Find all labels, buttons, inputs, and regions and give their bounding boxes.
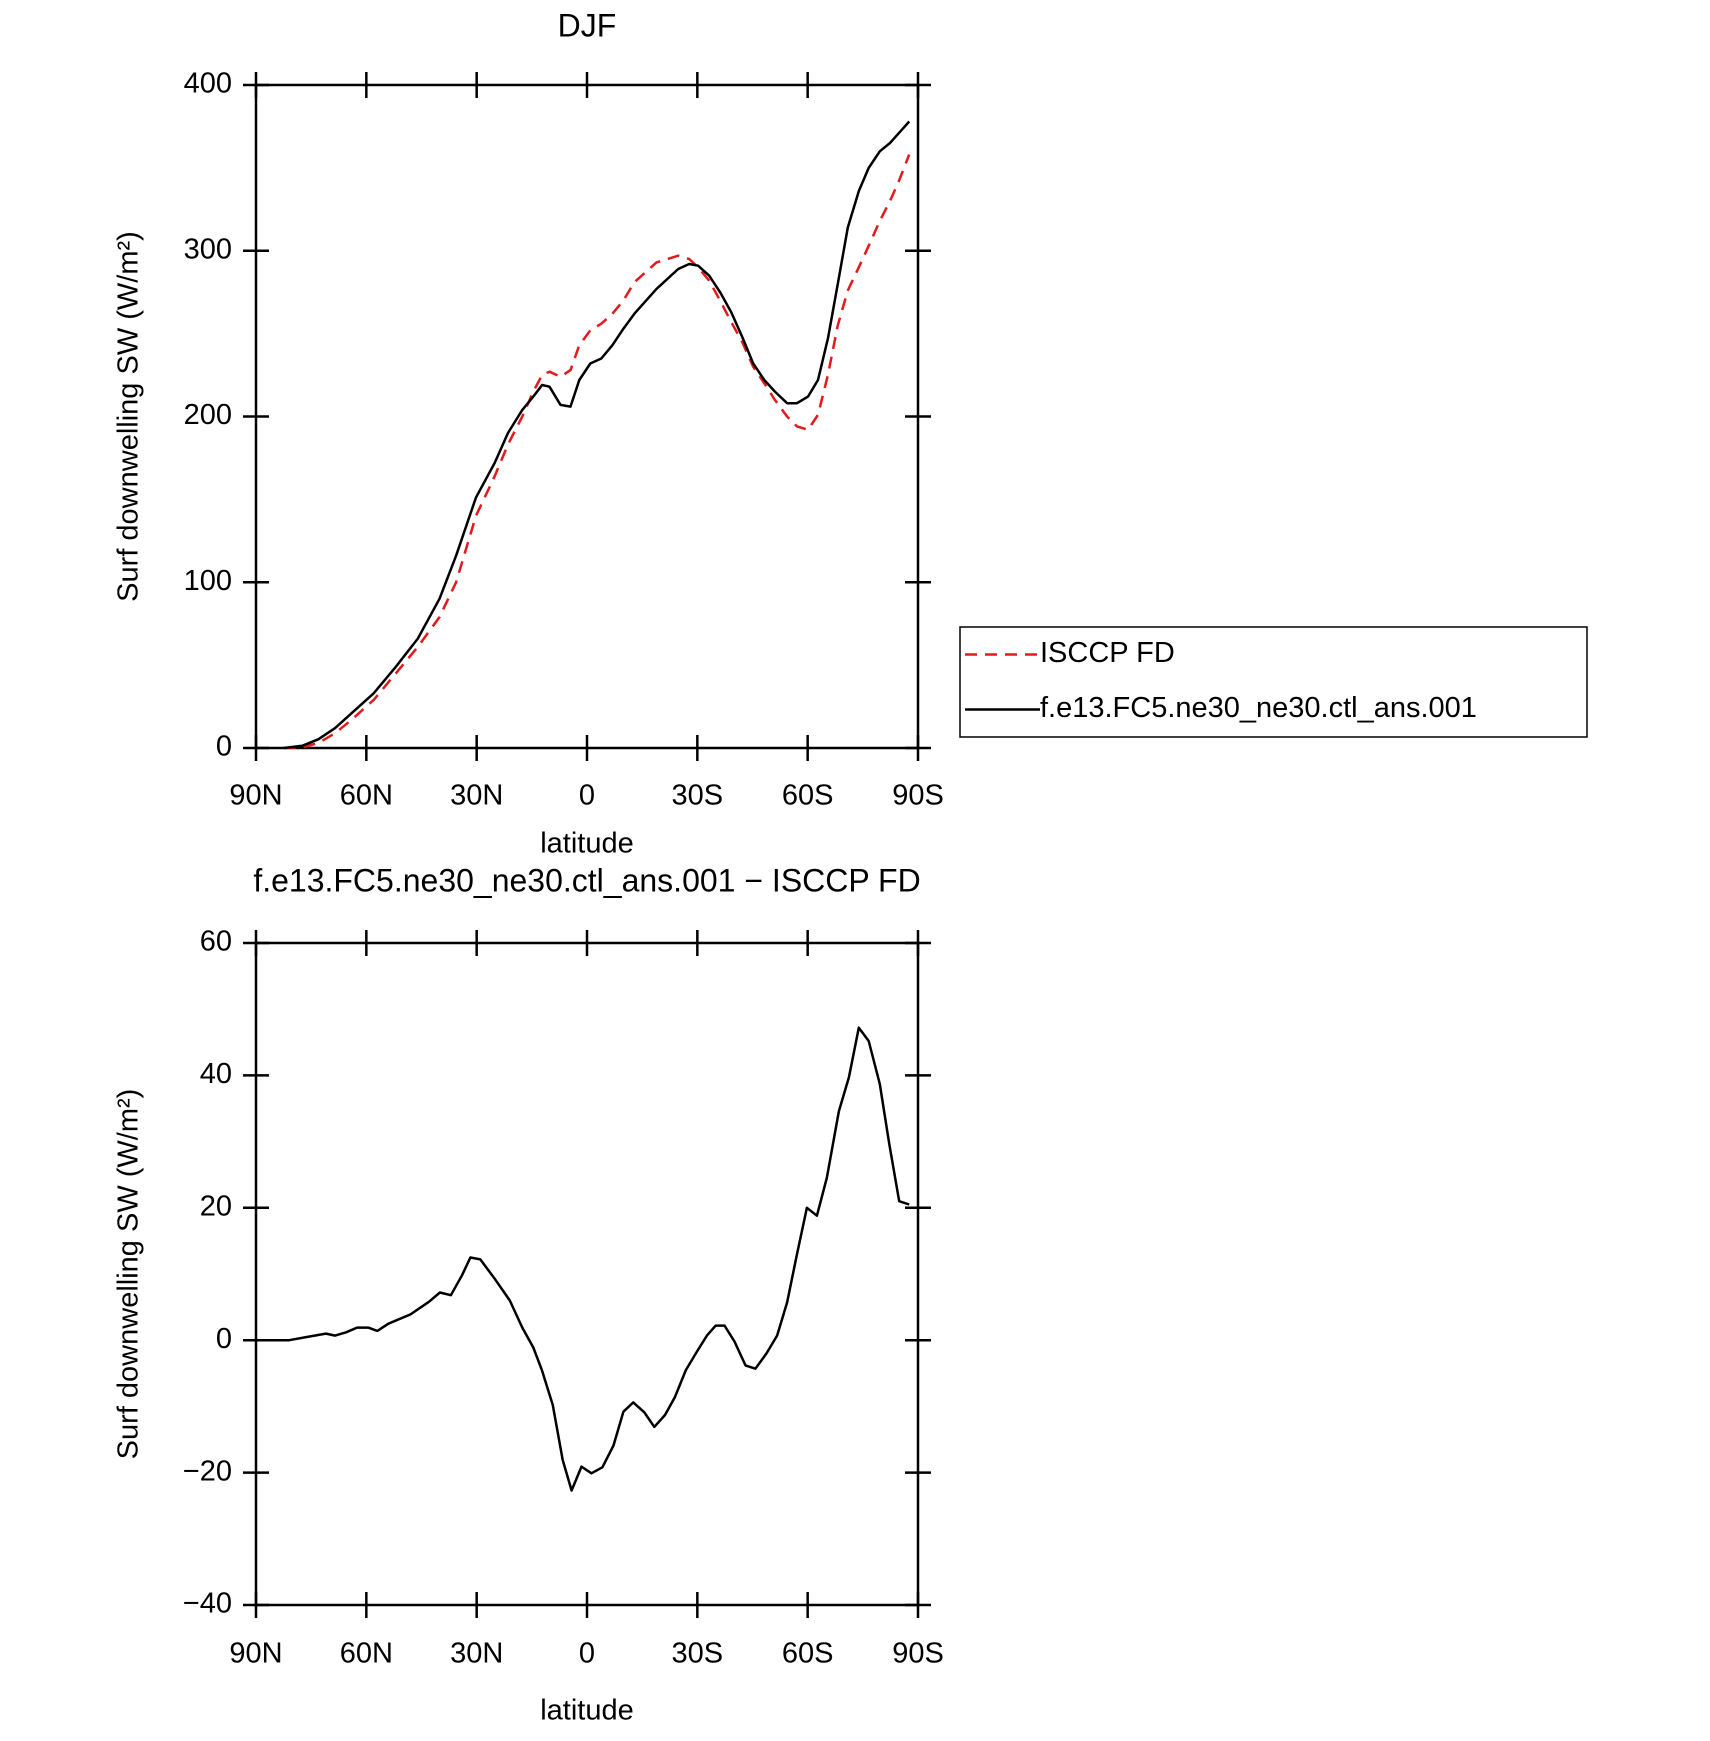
y-tick-label: 60: [200, 926, 232, 958]
x-axis-label: latitude: [540, 828, 634, 860]
legend-label: f.e13.FC5.ne30_ne30.ctl_ans.001: [1040, 692, 1477, 724]
y-tick-label: −40: [183, 1588, 232, 1620]
plot-frame: [254, 941, 920, 1607]
y-tick-label: 0: [216, 1323, 232, 1355]
x-tick-label: 30N: [450, 780, 503, 812]
x-tick-label: 30N: [450, 1638, 503, 1670]
y-tick-label: 20: [200, 1190, 232, 1222]
y-tick-label: 300: [184, 233, 232, 265]
x-tick-label: 60S: [782, 780, 834, 812]
x-tick-label: 60N: [340, 780, 393, 812]
x-tick-label: 30S: [672, 780, 724, 812]
legend-box: [959, 626, 1588, 738]
legend-label: ISCCP FD: [1040, 637, 1175, 669]
chart-title: DJF: [558, 7, 617, 43]
x-tick-label: 90N: [229, 1638, 282, 1670]
y-tick-label: −20: [183, 1455, 232, 1487]
y-tick-label: 200: [184, 399, 232, 431]
data-line: [264, 1026, 910, 1492]
y-tick-label: 40: [200, 1058, 232, 1090]
x-tick-label: 0: [579, 780, 595, 812]
y-tick-label: 0: [216, 731, 232, 763]
chart-title: f.e13.FC5.ne30_ne30.ctl_ans.001 − ISCCP …: [253, 862, 920, 898]
y-tick-label: 100: [184, 565, 232, 597]
y-tick-label: 400: [184, 68, 232, 100]
x-tick-label: 90S: [892, 780, 944, 812]
x-tick-label: 0: [579, 1638, 595, 1670]
x-tick-label: 90N: [229, 780, 282, 812]
x-tick-label: 60N: [340, 1638, 393, 1670]
x-axis-label: latitude: [540, 1695, 634, 1727]
x-tick-label: 60S: [782, 1638, 834, 1670]
data-line: [283, 120, 911, 750]
x-tick-label: 90S: [892, 1638, 944, 1670]
data-line: [283, 154, 911, 750]
y-axis-label: Surf downwelling SW (W/m²): [113, 1089, 145, 1460]
plot-frame: [254, 83, 920, 750]
x-tick-label: 30S: [672, 1638, 724, 1670]
y-axis-label: Surf downwelling SW (W/m²): [113, 231, 145, 602]
